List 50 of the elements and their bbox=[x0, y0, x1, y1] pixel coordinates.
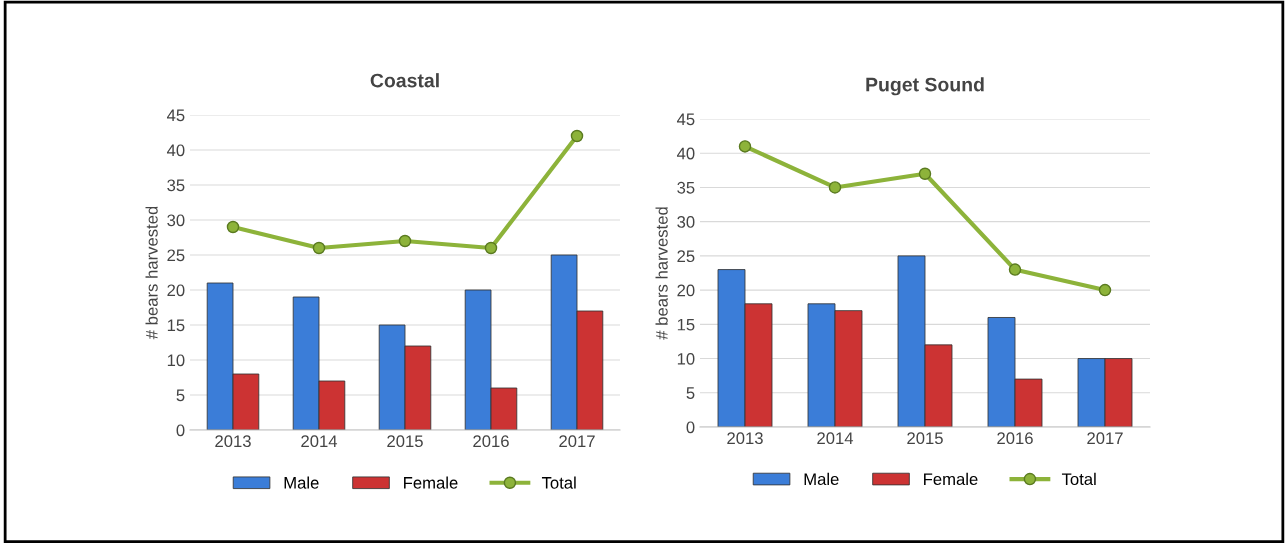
point bbox=[570, 129, 584, 143]
legend-label: Female bbox=[924, 472, 978, 486]
x-tick-label: 2014 bbox=[817, 432, 854, 445]
point bbox=[1008, 263, 1022, 276]
y-tick-label: 0 bbox=[176, 424, 185, 437]
point bbox=[918, 167, 932, 181]
y-tick-label: 10 bbox=[677, 352, 695, 365]
y-tick-label: 20 bbox=[677, 284, 695, 297]
x-tick-label: 2016 bbox=[473, 435, 509, 448]
x-tick-label: 2013 bbox=[215, 435, 251, 448]
y-tick-label: 35 bbox=[677, 181, 695, 194]
chart-title: Puget Sound bbox=[866, 77, 984, 96]
y-tick-label: 5 bbox=[686, 387, 695, 399]
y-tick-label: 20 bbox=[167, 284, 185, 297]
x-tick-label: 2014 bbox=[301, 435, 338, 448]
x-tick-label: 2017 bbox=[559, 435, 595, 448]
point bbox=[312, 241, 326, 255]
legend-label: Male bbox=[284, 476, 319, 489]
y-tick-label: 40 bbox=[166, 144, 185, 157]
y-tick-label: 15 bbox=[677, 318, 695, 331]
point bbox=[398, 234, 412, 248]
legend-label: Total bbox=[541, 476, 576, 489]
x-tick-label: 2017 bbox=[1087, 432, 1123, 445]
point bbox=[226, 220, 240, 234]
y-tick-label: 15 bbox=[167, 319, 185, 332]
y-axis-title: # bears harvested bbox=[655, 207, 668, 340]
point bbox=[484, 241, 498, 255]
x-tick-label: 2015 bbox=[907, 432, 943, 445]
legend-label: Total bbox=[1061, 472, 1096, 486]
point bbox=[828, 181, 842, 194]
x-tick-label: 2015 bbox=[387, 435, 423, 448]
y-tick-label: 25 bbox=[677, 250, 695, 263]
y-tick-label: 45 bbox=[166, 109, 185, 122]
chart-title: Coastal bbox=[370, 73, 439, 88]
point bbox=[1098, 283, 1112, 297]
x-tick-label: 2016 bbox=[997, 432, 1033, 445]
y-tick-label: 5 bbox=[176, 389, 185, 402]
y-tick-label: 45 bbox=[676, 113, 695, 126]
point bbox=[738, 140, 752, 153]
legend-label: Male bbox=[804, 472, 839, 486]
y-tick-label: 25 bbox=[167, 249, 185, 262]
y-axis-title: # bears harvested bbox=[145, 206, 158, 340]
y-tick-label: 0 bbox=[686, 421, 695, 434]
legend-label: Female bbox=[404, 476, 458, 489]
y-tick-label: 35 bbox=[167, 179, 185, 192]
y-tick-label: 40 bbox=[676, 147, 695, 160]
y-tick-label: 30 bbox=[677, 216, 695, 228]
x-tick-label: 2013 bbox=[727, 432, 763, 445]
y-tick-label: 10 bbox=[167, 354, 185, 367]
y-tick-label: 30 bbox=[167, 214, 185, 227]
